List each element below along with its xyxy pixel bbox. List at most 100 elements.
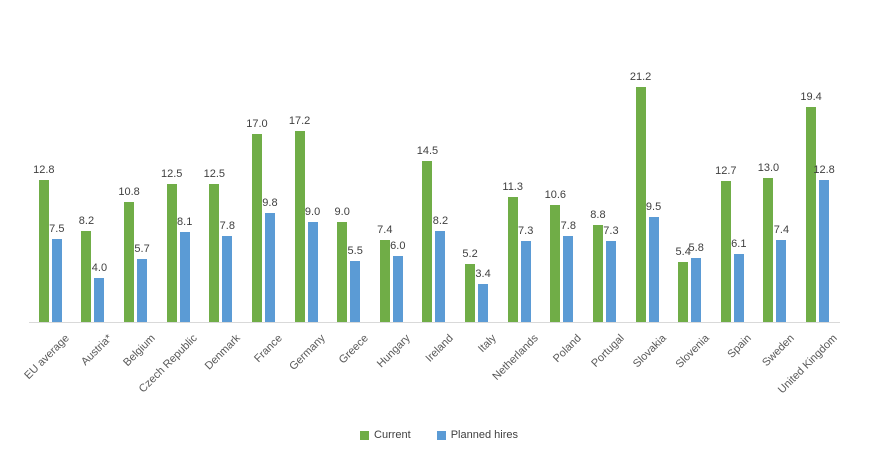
bar-value-label: 19.4 (800, 91, 822, 104)
bar-group: 7.4 6.0 (370, 0, 413, 322)
bar-value-label: 8.2 (78, 215, 95, 228)
legend: Current Planned hires (0, 429, 878, 441)
legend-swatch-planned-hires-icon (436, 430, 446, 440)
bar-value-label: 6.1 (731, 238, 747, 251)
bar-group: 10.8 5.7 (114, 0, 157, 322)
bar-planned-hires: 5.8 (689, 242, 704, 322)
bar-value-label: 7.5 (49, 222, 65, 235)
bar-planned-hires: 7.8 (220, 220, 235, 322)
bar-planned-hires: 7.8 (561, 220, 576, 322)
bar-value-label: 9.8 (262, 197, 278, 210)
bar-value-label: 9.0 (334, 206, 350, 219)
bar-planned-hires: 5.7 (134, 243, 150, 322)
bar-current: 9.0 (335, 207, 350, 322)
bar-value-label: 12.8 (33, 164, 55, 177)
bar-planned-hires: 9.8 (262, 198, 278, 322)
bar-current: 8.8 (590, 209, 606, 322)
bar-planned-hires: 8.1 (177, 217, 192, 322)
bar-planned-hires: 7.5 (49, 223, 64, 322)
bar-value-label: 12.5 (203, 167, 226, 180)
bar-value-label: 9.0 (304, 206, 321, 219)
bar-value-label: 7.3 (518, 225, 534, 238)
bar-group: 5.2 3.4 (455, 0, 498, 322)
bar-value-label: 6.0 (390, 239, 406, 252)
bar-current: 13.0 (758, 162, 779, 322)
bar-current: 5.2 (462, 249, 478, 322)
bar-group: 10.6 7.8 (541, 0, 584, 322)
bar-planned-hires: 7.3 (518, 226, 533, 322)
bar-value-label: 11.3 (502, 180, 523, 193)
bar-current: 12.8 (33, 165, 55, 322)
bar-current: 21.2 (630, 72, 651, 322)
bar-value-label: 7.8 (219, 219, 235, 232)
bar-value-label: 8.8 (590, 208, 606, 221)
bar-value-label: 7.3 (603, 225, 619, 238)
bar-group: 9.0 5.5 (327, 0, 370, 322)
bar-value-label: 10.8 (118, 186, 140, 199)
bar-value-label: 5.5 (347, 245, 363, 258)
bar-planned-hires: 12.8 (813, 165, 835, 322)
bar-current: 12.5 (161, 168, 182, 322)
bar-planned-hires: 3.4 (475, 269, 491, 322)
bar-current: 17.2 (289, 116, 310, 322)
bar-group: 14.5 8.2 (413, 0, 456, 322)
bar-value-label: 9.5 (645, 200, 662, 213)
bar-value-label: 5.4 (675, 246, 691, 259)
bar-value-label: 21.2 (629, 71, 652, 84)
bar-value-label: 7.4 (377, 224, 393, 237)
bar-current: 5.4 (676, 247, 691, 322)
bar-planned-hires: 7.4 (774, 225, 789, 322)
bar-planned-hires: 5.5 (348, 246, 363, 322)
bar-value-label: 12.5 (160, 167, 183, 180)
bar-current: 12.7 (715, 166, 737, 322)
bar-group: 12.7 6.1 (711, 0, 754, 322)
bar-current: 10.6 (545, 189, 566, 322)
bar-group: 12.8 7.5 (29, 0, 72, 322)
legend-label-current: Current (374, 429, 411, 441)
bar-group: 12.5 8.1 (157, 0, 200, 322)
bar-planned-hires: 4.0 (92, 262, 107, 322)
bar-value-label: 7.8 (560, 219, 576, 232)
bar-group: 12.5 7.8 (200, 0, 243, 322)
bar-value-label: 3.4 (475, 268, 491, 281)
bar-current: 17.0 (246, 118, 268, 322)
bar-planned-hires: 7.3 (603, 226, 619, 322)
x-axis-labels: EU average Austria* Belgium Czech Republic D… (23, 331, 840, 426)
bar-group: 17.2 9.0 (285, 0, 328, 322)
bar-group: 19.4 12.8 (796, 0, 839, 322)
legend-label-planned-hires: Planned hires (450, 429, 518, 441)
bar-planned-hires: 6.0 (390, 240, 405, 322)
bar-group: 5.4 5.8 (668, 0, 711, 322)
bar-current: 10.8 (118, 187, 140, 322)
bar-value-label: 13.0 (757, 161, 780, 174)
bar-current: 19.4 (800, 92, 822, 322)
bar-group: 21.2 9.5 (626, 0, 669, 322)
bar-value-label: 17.2 (288, 115, 311, 128)
bar-value-label: 5.7 (134, 242, 150, 255)
bar-group: 13.0 7.4 (754, 0, 797, 322)
bar-value-label: 5.2 (462, 248, 478, 261)
legend-swatch-current-icon (360, 430, 370, 440)
legend-item-planned-hires: Planned hires (436, 429, 518, 441)
bar-group: 8.2 4.0 (72, 0, 115, 322)
plot-area: 12.8 7.5 8.2 4.0 10.8 5.7 12.5 8.1 12.5 7.8 17.0 9.… (29, 0, 839, 322)
bar-group: 17.0 9.8 (242, 0, 285, 322)
bar-group: 8.8 7.3 (583, 0, 626, 322)
bar-value-label: 8.1 (177, 216, 193, 229)
bar-planned-hires: 9.0 (305, 207, 320, 322)
bar-value-label: 4.0 (91, 261, 108, 274)
bar-value-label: 17.0 (246, 117, 268, 130)
bar-value-label: 12.7 (715, 165, 737, 178)
bar-value-label: 5.8 (688, 241, 704, 254)
bar-current: 14.5 (417, 146, 438, 322)
bar-current: 11.3 (502, 181, 523, 322)
bar-value-label: 8.2 (432, 215, 449, 228)
bar-planned-hires: 6.1 (731, 239, 746, 322)
legend-item-current: Current (360, 429, 411, 441)
bar-planned-hires: 9.5 (646, 201, 661, 322)
bar-value-label: 10.6 (544, 188, 567, 201)
bar-group: 11.3 7.3 (498, 0, 541, 322)
bar-value-label: 7.4 (773, 224, 790, 237)
bar-current: 8.2 (79, 216, 94, 322)
